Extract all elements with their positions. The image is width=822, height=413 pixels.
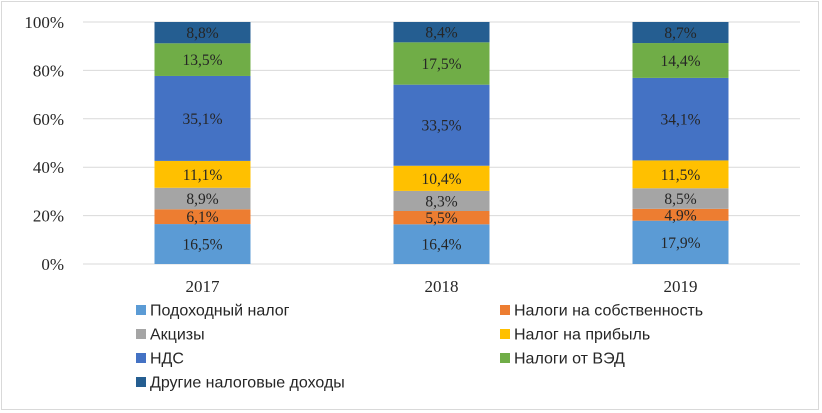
bar-segment (154, 22, 251, 44)
bar-segment (632, 77, 729, 161)
data-label: 8,3% (425, 193, 457, 210)
data-label: 34,1% (660, 112, 700, 129)
bar-segment (393, 42, 490, 85)
bar-segment (154, 75, 251, 161)
y-tick-label: 0% (41, 255, 64, 274)
legend-swatch (136, 353, 146, 363)
bar-segment (393, 190, 490, 212)
legend-label: Налоги на собственность (514, 303, 703, 320)
data-label: 8,9% (186, 191, 218, 208)
bar-segment (393, 22, 490, 43)
data-label: 8,5% (664, 191, 696, 208)
bar-segment (154, 160, 251, 188)
data-label: 13,5% (182, 52, 222, 69)
data-label: 17,9% (660, 235, 700, 252)
x-tick-label: 2018 (425, 277, 459, 296)
x-tick-label: 2019 (664, 277, 698, 296)
legend-label: Акцизы (150, 327, 205, 344)
bar-segment (632, 43, 729, 78)
bar-segment (154, 43, 251, 76)
data-label: 5,5% (425, 210, 457, 227)
bar-segment (632, 220, 729, 264)
bar-segment (393, 165, 490, 191)
y-tick-label: 20% (33, 207, 64, 226)
x-axis: 2017 2018 2019 (186, 277, 698, 296)
legend-swatch (136, 377, 146, 387)
y-axis: 0% 20% 40% 60% 80% 100% (24, 13, 64, 274)
data-label: 33,5% (421, 118, 461, 135)
legend-swatch (500, 305, 510, 315)
legend-label: Налог на прибыль (514, 327, 650, 344)
bar-segment (154, 224, 251, 264)
legend-swatch (500, 329, 510, 339)
data-label: 8,7% (664, 25, 696, 42)
bar-segment (632, 22, 729, 44)
legend-label: НДС (150, 351, 184, 368)
y-tick-label: 80% (33, 61, 64, 80)
bar-segment (154, 187, 251, 210)
legend-swatch (136, 305, 146, 315)
legend-label: Другие налоговые доходы (150, 375, 345, 392)
y-tick-label: 100% (24, 13, 64, 32)
bar-segment (632, 188, 729, 209)
data-label: 16,5% (182, 237, 222, 254)
data-label: 14,4% (660, 53, 700, 70)
legend: Подоходный налог Налоги на собственность А… (136, 303, 703, 392)
y-tick-label: 60% (33, 110, 64, 129)
data-label: 8,8% (186, 25, 218, 42)
legend-swatch (136, 329, 146, 339)
x-tick-label: 2017 (186, 277, 221, 296)
bars: 16,5% 6,1%8,9% 11,1% 35,1% 13,5% 8,8% 16,4% 5,5… (154, 22, 729, 264)
bar-segment (154, 209, 251, 225)
data-label: 6,1% (186, 209, 218, 226)
bar-segment (632, 208, 729, 221)
data-label: 11,5% (661, 167, 701, 184)
data-label: 8,4% (425, 25, 457, 42)
data-label: 35,1% (182, 111, 222, 128)
data-label: 10,4% (421, 171, 461, 188)
data-label: 11,1% (183, 167, 223, 184)
legend-swatch (500, 353, 510, 363)
bar-segment (393, 224, 490, 264)
data-label: 4,9% (664, 207, 696, 224)
data-label: 17,5% (421, 56, 461, 73)
data-label: 16,4% (421, 237, 461, 254)
legend-label: Подоходный налог (150, 303, 290, 320)
legend-label: Налоги от ВЭД (514, 351, 625, 368)
bar-segment (393, 84, 490, 166)
bar-segment (393, 211, 490, 225)
y-tick-label: 40% (33, 158, 64, 177)
bar-segment (632, 160, 729, 189)
